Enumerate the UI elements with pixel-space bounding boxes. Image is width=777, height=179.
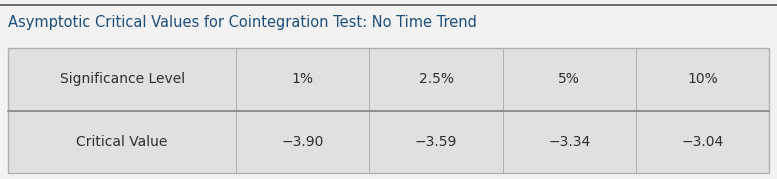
Text: −3.59: −3.59 (415, 135, 457, 149)
Bar (503, 110, 636, 173)
Bar (370, 110, 503, 173)
Text: −3.90: −3.90 (282, 135, 324, 149)
Bar (503, 48, 636, 110)
Text: 2.5%: 2.5% (419, 72, 454, 86)
Text: −3.04: −3.04 (681, 135, 723, 149)
Text: 1%: 1% (292, 72, 314, 86)
Bar (8, 110, 236, 173)
Text: 5%: 5% (559, 72, 580, 86)
Bar (8, 48, 769, 173)
Bar (370, 48, 503, 110)
Text: Significance Level: Significance Level (60, 72, 185, 86)
Bar (8, 48, 236, 110)
Text: Critical Value: Critical Value (76, 135, 168, 149)
Text: −3.34: −3.34 (548, 135, 591, 149)
Bar (236, 48, 370, 110)
Bar (236, 110, 370, 173)
Text: Asymptotic Critical Values for Cointegration Test: No Time Trend: Asymptotic Critical Values for Cointegra… (8, 14, 477, 30)
Bar (636, 48, 769, 110)
Bar (636, 110, 769, 173)
Text: 10%: 10% (687, 72, 718, 86)
